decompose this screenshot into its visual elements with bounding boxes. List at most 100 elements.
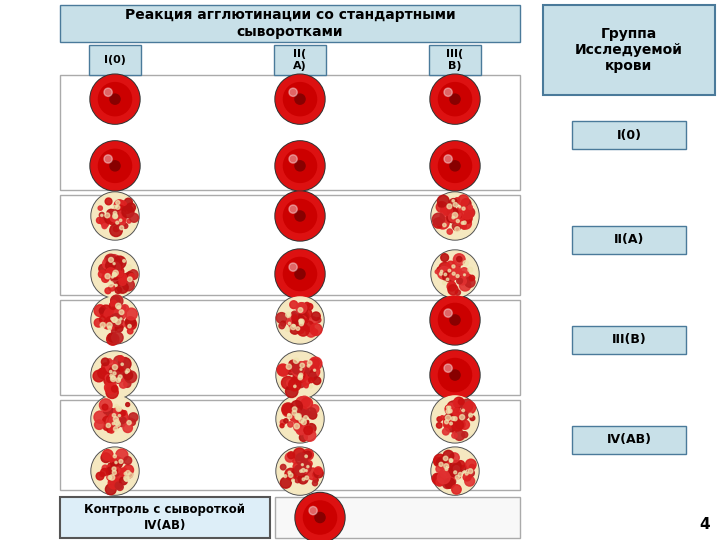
Circle shape <box>113 304 122 314</box>
Circle shape <box>447 204 451 209</box>
Circle shape <box>300 416 304 421</box>
Circle shape <box>124 457 132 464</box>
Circle shape <box>292 325 295 327</box>
Circle shape <box>115 371 125 381</box>
Circle shape <box>110 260 114 265</box>
Circle shape <box>106 384 116 394</box>
Circle shape <box>448 268 456 278</box>
Circle shape <box>315 512 325 523</box>
Circle shape <box>276 395 324 443</box>
Circle shape <box>125 368 130 374</box>
Circle shape <box>123 224 127 228</box>
Circle shape <box>116 422 120 427</box>
Circle shape <box>289 155 297 163</box>
Circle shape <box>105 274 110 279</box>
Circle shape <box>452 222 461 231</box>
Circle shape <box>115 411 128 424</box>
Circle shape <box>110 266 122 278</box>
Circle shape <box>276 447 324 495</box>
Circle shape <box>92 193 138 239</box>
Circle shape <box>464 207 474 218</box>
Circle shape <box>109 285 115 291</box>
Circle shape <box>102 450 113 461</box>
Circle shape <box>106 464 118 476</box>
Circle shape <box>288 322 291 325</box>
Circle shape <box>452 464 459 471</box>
Circle shape <box>112 317 118 323</box>
Circle shape <box>456 278 462 284</box>
Circle shape <box>304 302 310 308</box>
Circle shape <box>459 273 467 281</box>
Circle shape <box>118 214 124 220</box>
Circle shape <box>467 469 474 477</box>
Circle shape <box>94 305 106 316</box>
Circle shape <box>293 463 301 471</box>
Circle shape <box>101 214 103 217</box>
Circle shape <box>297 317 301 321</box>
Circle shape <box>291 364 299 372</box>
Circle shape <box>459 280 471 291</box>
Circle shape <box>449 406 451 409</box>
Circle shape <box>305 369 315 380</box>
Circle shape <box>299 319 302 322</box>
Circle shape <box>93 370 104 382</box>
Circle shape <box>125 317 135 327</box>
Circle shape <box>296 494 344 540</box>
Circle shape <box>293 369 306 382</box>
Circle shape <box>293 467 303 477</box>
Circle shape <box>310 323 322 335</box>
Circle shape <box>300 367 309 376</box>
Circle shape <box>107 333 119 345</box>
Circle shape <box>114 356 125 367</box>
Circle shape <box>287 320 292 325</box>
Circle shape <box>455 417 459 421</box>
Circle shape <box>438 303 472 336</box>
Circle shape <box>293 448 305 460</box>
Circle shape <box>312 312 320 320</box>
Circle shape <box>114 301 117 306</box>
Circle shape <box>454 416 462 424</box>
Circle shape <box>449 281 455 287</box>
Circle shape <box>469 413 472 417</box>
Circle shape <box>431 75 479 123</box>
Circle shape <box>297 470 305 478</box>
Circle shape <box>462 207 474 219</box>
Circle shape <box>292 364 304 376</box>
Circle shape <box>443 428 449 435</box>
Circle shape <box>275 191 325 241</box>
Circle shape <box>275 249 325 299</box>
Circle shape <box>106 266 114 273</box>
Circle shape <box>450 422 452 425</box>
Circle shape <box>297 362 305 370</box>
FancyBboxPatch shape <box>429 45 481 75</box>
Circle shape <box>459 277 467 285</box>
Circle shape <box>454 254 465 266</box>
Circle shape <box>281 321 286 326</box>
Circle shape <box>447 229 452 234</box>
Circle shape <box>315 467 322 474</box>
Circle shape <box>296 471 304 478</box>
Circle shape <box>109 414 119 424</box>
Circle shape <box>287 316 297 326</box>
Circle shape <box>109 224 122 237</box>
Circle shape <box>304 321 314 332</box>
Circle shape <box>294 315 305 326</box>
Circle shape <box>292 376 298 382</box>
Circle shape <box>120 421 125 427</box>
Circle shape <box>100 217 108 225</box>
Text: Контроль с сывороткой
IV(AB): Контроль с сывороткой IV(AB) <box>84 503 246 531</box>
Circle shape <box>121 363 123 366</box>
Circle shape <box>444 419 453 429</box>
Circle shape <box>440 455 447 462</box>
Circle shape <box>296 313 308 325</box>
Circle shape <box>104 410 107 414</box>
Circle shape <box>450 418 454 422</box>
FancyBboxPatch shape <box>274 45 326 75</box>
Circle shape <box>109 409 117 417</box>
Circle shape <box>112 416 117 423</box>
Circle shape <box>112 273 117 276</box>
Circle shape <box>110 373 117 380</box>
Circle shape <box>432 448 478 494</box>
Circle shape <box>432 251 478 297</box>
Circle shape <box>111 376 115 380</box>
